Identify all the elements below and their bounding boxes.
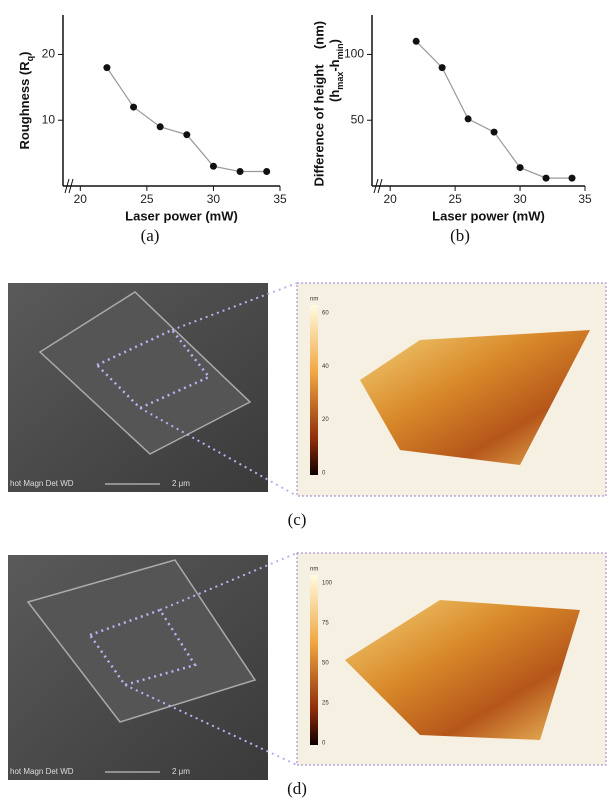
x-axis-label: Laser power (mW) bbox=[125, 208, 238, 223]
x-tick-label: 30 bbox=[513, 192, 527, 206]
x-tick-label: 25 bbox=[140, 192, 154, 206]
y-axis-unit: (nm) bbox=[311, 21, 326, 49]
x-tick-label: 20 bbox=[384, 192, 398, 206]
caption: (c) bbox=[288, 510, 307, 529]
data-point bbox=[438, 64, 446, 72]
x-axis-label: Laser power (mW) bbox=[432, 208, 545, 223]
caption: (b) bbox=[450, 226, 470, 245]
subscript: q bbox=[25, 56, 35, 62]
sem-info: hot Magn Det WD bbox=[10, 767, 74, 776]
zoom-box bbox=[94, 328, 211, 410]
image-panels bbox=[8, 282, 607, 780]
x-tick-label: 30 bbox=[207, 192, 221, 206]
colorbar-label: 100 bbox=[322, 581, 333, 587]
colorbar-unit: nm bbox=[310, 297, 318, 303]
colorbar-label: 75 bbox=[322, 621, 329, 627]
data-point bbox=[568, 174, 576, 182]
scale-label: 2 μm bbox=[172, 479, 190, 488]
zoom-box bbox=[88, 608, 197, 687]
scale-label: 2 μm bbox=[172, 767, 190, 776]
zoom-line bbox=[124, 684, 298, 766]
afm-surface bbox=[360, 330, 590, 465]
colorbar-unit: nm bbox=[310, 567, 318, 573]
colorbar-label: 60 bbox=[322, 311, 329, 317]
data-line bbox=[106, 67, 267, 173]
colorbar bbox=[310, 575, 318, 745]
data-point bbox=[103, 64, 111, 72]
y-axis-label: Difference of height bbox=[311, 64, 326, 187]
y-tick-label: 10 bbox=[42, 112, 56, 126]
data-point bbox=[130, 103, 138, 111]
data-line bbox=[415, 40, 573, 179]
sem-square bbox=[38, 291, 252, 455]
x-tick-label: 25 bbox=[448, 192, 462, 206]
y-axis-label: (hmax-hmin) bbox=[327, 39, 345, 102]
zoom-line bbox=[159, 552, 298, 611]
y-tick-label: 100 bbox=[344, 47, 364, 61]
colorbar-label: 50 bbox=[322, 661, 329, 667]
afm-surface bbox=[345, 600, 580, 740]
y-axis-label: Roughness (Rq) bbox=[17, 52, 35, 150]
sem-info: hot Magn Det WD bbox=[10, 479, 74, 488]
label-part: ) bbox=[327, 39, 342, 43]
colorbar bbox=[310, 305, 318, 475]
colorbar-label: 20 bbox=[322, 417, 329, 423]
sem-square bbox=[26, 559, 257, 723]
caption: (d) bbox=[287, 779, 307, 798]
y-tick-label: 20 bbox=[42, 47, 56, 61]
zoom-line bbox=[171, 282, 298, 331]
label-part: ) bbox=[17, 52, 32, 56]
colorbar-label: 25 bbox=[322, 701, 329, 707]
y-tick-label: 50 bbox=[351, 112, 365, 126]
x-tick-label: 35 bbox=[578, 192, 592, 206]
label-part: (h bbox=[327, 90, 342, 102]
data-point bbox=[263, 168, 271, 176]
data-point bbox=[156, 123, 164, 131]
data-point bbox=[542, 174, 550, 182]
caption: (a) bbox=[141, 226, 160, 245]
data-point bbox=[464, 115, 472, 123]
axis-break bbox=[64, 178, 74, 194]
subscript: min bbox=[335, 43, 345, 59]
axis-break bbox=[373, 178, 383, 194]
x-tick-label: 20 bbox=[74, 192, 88, 206]
data-point bbox=[412, 37, 420, 45]
data-point bbox=[516, 164, 524, 172]
data-point bbox=[209, 162, 217, 170]
label-part: -h bbox=[327, 59, 342, 71]
label-part: Roughness (R bbox=[17, 61, 32, 150]
data-point bbox=[236, 168, 244, 176]
colorbar-label: 40 bbox=[322, 364, 329, 370]
colorbar-label: 0 bbox=[322, 471, 326, 477]
data-point bbox=[183, 131, 191, 139]
subscript: max bbox=[335, 72, 345, 90]
data-point bbox=[490, 128, 498, 136]
x-tick-label: 35 bbox=[273, 192, 287, 206]
colorbar-label: 0 bbox=[322, 741, 326, 747]
